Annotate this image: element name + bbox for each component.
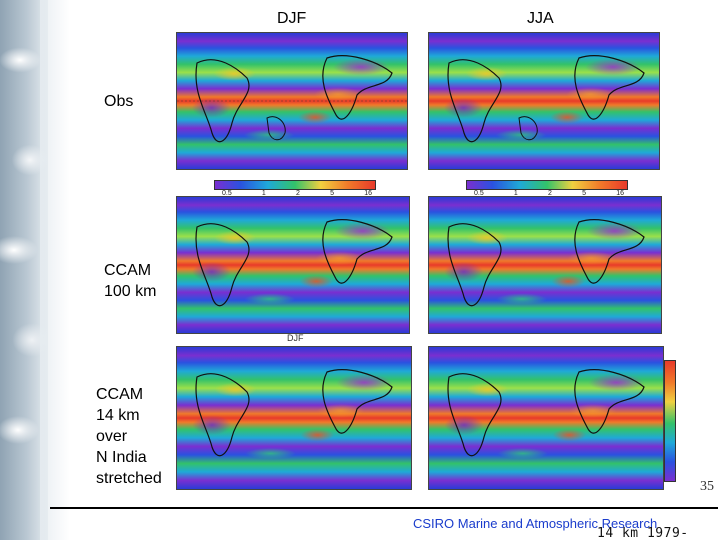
colorbar-tick: 1 (513, 190, 518, 197)
colorbar-jja (466, 180, 628, 190)
row-label-obs: Obs (104, 93, 134, 110)
map-obs-jja (428, 32, 660, 170)
map-ccam14-jja (428, 346, 664, 490)
colorbar-djf-ticks: 0.5 1 2 5 16 (222, 190, 372, 197)
column-header-jja: JJA (527, 10, 554, 27)
row-label-line: N India (96, 449, 147, 466)
colorbar-tick: 0.5 (474, 190, 484, 197)
row-label-line: stretched (96, 470, 162, 487)
colorbar-tick: 16 (364, 190, 372, 197)
colorbar-djf (214, 180, 376, 190)
row-label-line: 100 km (104, 283, 157, 300)
map-ccam100-djf (176, 196, 410, 334)
colorbar-tick: 1 (261, 190, 266, 197)
sky-fade (40, 0, 70, 540)
map-caption-djf: DJF (287, 333, 304, 343)
row-label-line: over (96, 428, 128, 445)
resolution-stamp: 14 km 1979- (597, 526, 689, 541)
colorbar-tick: 16 (616, 190, 624, 197)
footer-organization: CSIRO Marine and Atmospheric Research (413, 516, 658, 531)
map-ccam14-djf (176, 346, 412, 490)
column-header-djf: DJF (277, 10, 307, 27)
colorbar-tick: 2 (296, 190, 300, 197)
row-label-line: 14 km (96, 407, 140, 424)
page-number: 35 (700, 479, 714, 494)
colorbar-tick: 5 (330, 190, 335, 197)
map-obs-djf (176, 32, 408, 170)
row-label-line: CCAM (96, 386, 144, 403)
colorbar-tick: 0.5 (222, 190, 232, 197)
colorbar-jja-ticks: 0.5 1 2 5 16 (474, 190, 624, 197)
colorbar-vertical (664, 360, 676, 482)
row-label-line: CCAM (104, 262, 152, 279)
footer-rule (50, 507, 718, 509)
colorbar-tick: 5 (582, 190, 587, 197)
colorbar-tick: 2 (548, 190, 552, 197)
map-ccam100-jja (428, 196, 662, 334)
